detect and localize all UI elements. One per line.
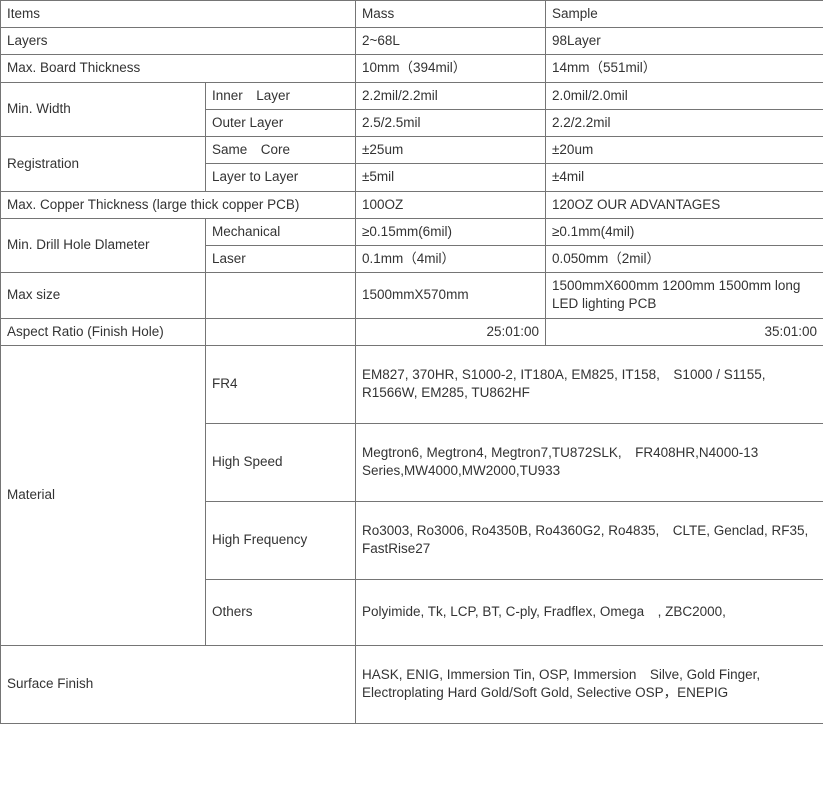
label-material: Material [1,345,206,645]
spec-table: Items Mass Sample Layers 2~68L 98Layer M… [0,0,823,724]
cell: 1500mmX570mm [356,273,546,318]
sub-others: Others [206,579,356,645]
cell: 1500mmX600mm 1200mm 1500mm long LED ligh… [546,273,823,318]
cell: 14mm（551mil） [546,55,823,82]
cell: ±4mil [546,164,823,191]
cell: 120OZ OUR ADVANTAGES [546,191,823,218]
header-sample: Sample [546,1,823,28]
row-max-copper: Max. Copper Thickness (large thick coppe… [1,191,823,218]
cell: 0.1mm（4mil） [356,245,546,272]
cell: Megtron6, Megtron4, Megtron7,TU872SLK, F… [356,423,823,501]
cell: 2.2mil/2.2mil [356,82,546,109]
sub-high-frequency: High Frequency [206,501,356,579]
table-header-row: Items Mass Sample [1,1,823,28]
sub-fr4: FR4 [206,345,356,423]
row-min-width-inner: Min. Width Inner Layer 2.2mil/2.2mil 2.0… [1,82,823,109]
label-min-drill: Min. Drill Hole Dlameter [1,218,206,272]
cell: ±20um [546,137,823,164]
cell: Ro3003, Ro3006, Ro4350B, Ro4360G2, Ro483… [356,501,823,579]
row-max-size: Max size 1500mmX570mm 1500mmX600mm 1200m… [1,273,823,318]
label-max-board-thickness: Max. Board Thickness [1,55,356,82]
spec-table-container: Items Mass Sample Layers 2~68L 98Layer M… [0,0,823,724]
header-mass: Mass [356,1,546,28]
cell: 25:01:00 [356,318,546,345]
cell: Polyimide, Tk, LCP, BT, C-ply, Fradflex,… [356,579,823,645]
cell: 10mm（394mil） [356,55,546,82]
cell: ±25um [356,137,546,164]
cell: ≥0.1mm(4mil) [546,218,823,245]
row-surface-finish: Surface Finish HASK, ENIG, Immersion Tin… [1,645,823,723]
cell: 2~68L [356,28,546,55]
cell: 35:01:00 [546,318,823,345]
sub-layer-to-layer: Layer to Layer [206,164,356,191]
cell: EM827, 370HR, S1000-2, IT180A, EM825, IT… [356,345,823,423]
cell: 100OZ [356,191,546,218]
row-material-fr4: Material FR4 EM827, 370HR, S1000-2, IT18… [1,345,823,423]
label-max-copper: Max. Copper Thickness (large thick coppe… [1,191,356,218]
cell: ±5mil [356,164,546,191]
cell: HASK, ENIG, Immersion Tin, OSP, Immersio… [356,645,823,723]
sub-aspect-ratio [206,318,356,345]
cell: ≥0.15mm(6mil) [356,218,546,245]
sub-laser: Laser [206,245,356,272]
cell: 0.050mm（2mil） [546,245,823,272]
cell: 2.5/2.5mil [356,109,546,136]
sub-max-size [206,273,356,318]
cell: 98Layer [546,28,823,55]
sub-inner-layer: Inner Layer [206,82,356,109]
row-layers: Layers 2~68L 98Layer [1,28,823,55]
label-registration: Registration [1,137,206,191]
cell: 2.0mil/2.0mil [546,82,823,109]
sub-outer-layer: Outer Layer [206,109,356,136]
row-min-drill-mechanical: Min. Drill Hole Dlameter Mechanical ≥0.1… [1,218,823,245]
cell: 2.2/2.2mil [546,109,823,136]
label-aspect-ratio: Aspect Ratio (Finish Hole) [1,318,206,345]
label-min-width: Min. Width [1,82,206,136]
label-max-size: Max size [1,273,206,318]
label-surface-finish: Surface Finish [1,645,356,723]
sub-same-core: Same Core [206,137,356,164]
row-registration-same-core: Registration Same Core ±25um ±20um [1,137,823,164]
row-max-board-thickness: Max. Board Thickness 10mm（394mil） 14mm（5… [1,55,823,82]
label-layers: Layers [1,28,356,55]
sub-high-speed: High Speed [206,423,356,501]
sub-mechanical: Mechanical [206,218,356,245]
header-items: Items [1,1,356,28]
row-aspect-ratio: Aspect Ratio (Finish Hole) 25:01:00 35:0… [1,318,823,345]
